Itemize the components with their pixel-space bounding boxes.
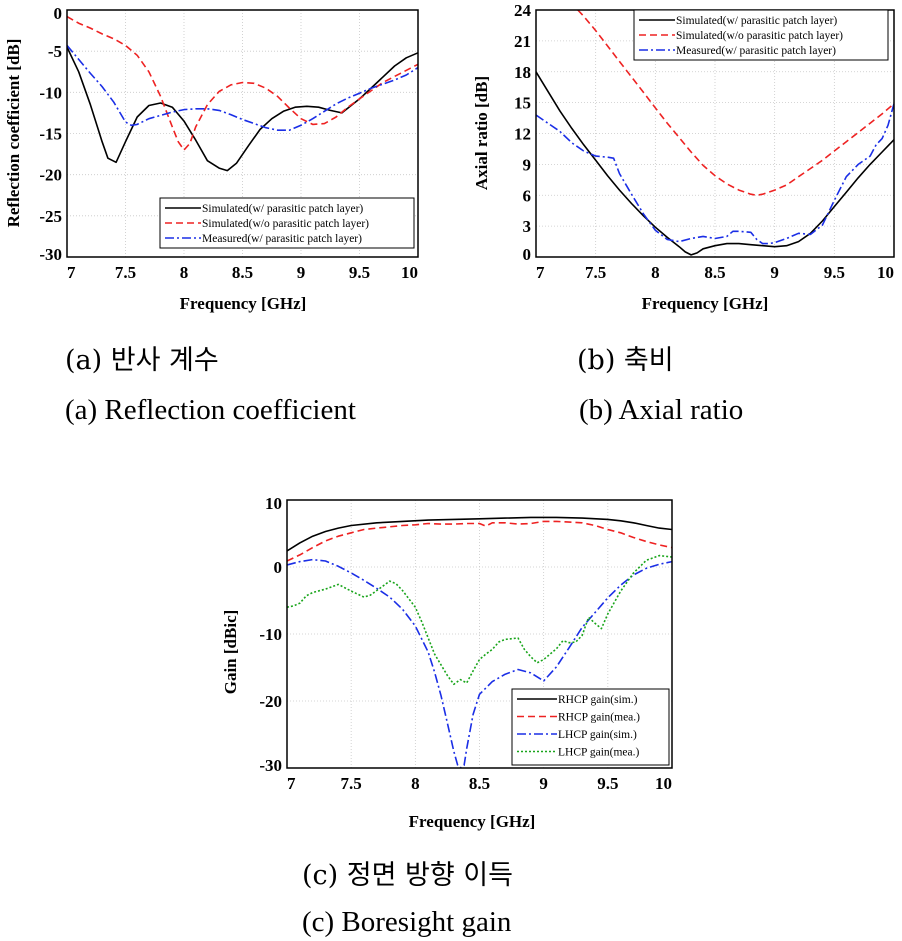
legend-box-a xyxy=(159,197,415,249)
caption-c-english: (c) Boresight gain xyxy=(302,906,512,938)
y-tick-label: -5 xyxy=(48,42,62,61)
panel-axial-ratio: 7 7.5 8 8.5 9 9.5 10 0 3 6 9 12 15 18 21 24 Frequency … xyxy=(472,1,895,313)
x-tick-label: 9 xyxy=(770,263,779,282)
y-tick-label: 0 xyxy=(523,245,532,264)
legend-label: Measured(w/ parasitic patch layer) xyxy=(202,233,362,245)
y-tick-label: 24 xyxy=(514,1,532,20)
y-tick-label: -15 xyxy=(39,125,62,144)
x-tick-label: 8.5 xyxy=(469,774,490,793)
x-tick-label: 8.5 xyxy=(704,263,725,282)
plot-frame-c xyxy=(286,499,673,769)
caption-b-korean: (b) 축비 xyxy=(577,345,674,376)
legend-a: Simulated(w/ parasitic patch layer) Simul… xyxy=(159,197,415,249)
y-tick-label: 0 xyxy=(54,4,63,23)
y-tick-label: 9 xyxy=(523,155,532,174)
x-tick-label: 10 xyxy=(655,774,672,793)
series-line-c-3 xyxy=(287,554,672,686)
series-line-a-1 xyxy=(67,15,418,151)
panel-boresight-gain: 7 7.5 8 8.5 9 9.5 10 10 0 -10 -20 -30 Frequency [G… xyxy=(221,494,673,831)
legend-box-b xyxy=(633,9,889,61)
x-tick-label: 7.5 xyxy=(585,263,606,282)
caption-a-english: (a) Reflection coefficient xyxy=(65,394,356,426)
x-tick-label: 7 xyxy=(287,774,296,793)
x-tick-label: 7.5 xyxy=(115,263,136,282)
legend-label: RHCP gain(mea.) xyxy=(558,712,640,724)
caption-b-english: (b) Axial ratio xyxy=(579,394,743,426)
y-tick-label: 10 xyxy=(265,494,282,513)
y-tick-label: -30 xyxy=(39,245,62,264)
legend-box-c xyxy=(511,688,670,766)
x-tick-label: 9 xyxy=(297,263,306,282)
series-line-b-1 xyxy=(577,10,894,197)
ylabel-b: Axial ratio [dB] xyxy=(472,76,491,190)
series-b xyxy=(536,10,894,256)
y-tick-label: 6 xyxy=(523,186,532,205)
legend-label: LHCP gain(sim.) xyxy=(558,729,637,741)
y-tick-label: 3 xyxy=(523,217,532,236)
series-line-c-1 xyxy=(287,520,672,562)
panel-reflection-coefficient: 7 7.5 8 8.5 9 9.5 10 0 -5 -10 -15 -20 -25 -30 Freque… xyxy=(4,4,419,313)
x-tick-label: 8 xyxy=(180,263,189,282)
y-tick-label: 15 xyxy=(514,94,531,113)
yticks-c: 10 0 -10 -20 -30 xyxy=(259,494,282,775)
y-tick-label: -30 xyxy=(259,756,282,775)
legend-c: RHCP gain(sim.) RHCP gain(mea.) LHCP gain(… xyxy=(511,688,670,766)
series-line-c-0 xyxy=(287,516,672,552)
xlabel-b: Frequency [GHz] xyxy=(642,294,769,313)
legend-label: LHCP gain(mea.) xyxy=(558,747,640,759)
legend-label: Simulated(w/o parasitic patch layer) xyxy=(202,218,369,230)
y-tick-label: 21 xyxy=(514,32,531,51)
y-tick-label: 0 xyxy=(274,558,283,577)
x-tick-label: 9.5 xyxy=(597,774,618,793)
ylabel-c: Gain [dBic] xyxy=(221,610,240,695)
xticks-a: 7 7.5 8 8.5 9 9.5 10 xyxy=(67,263,418,282)
caption-c-korean: (c) 정면 방향 이득 xyxy=(302,860,513,891)
series-line-b-2 xyxy=(536,103,894,245)
legend-label: Simulated(w/o parasitic patch layer) xyxy=(676,30,843,42)
xticks-c: 7 7.5 8 8.5 9 9.5 10 xyxy=(287,774,672,793)
y-tick-label: -25 xyxy=(39,207,62,226)
series-line-b-0 xyxy=(536,71,894,256)
series-line-a-2 xyxy=(67,44,418,131)
x-tick-label: 7.5 xyxy=(341,774,362,793)
y-tick-label: -10 xyxy=(259,625,282,644)
legend-b: Simulated(w/ parasitic patch layer) Simul… xyxy=(633,9,889,61)
x-tick-label: 8 xyxy=(651,263,660,282)
x-tick-label: 7 xyxy=(536,263,545,282)
legend-label: Simulated(w/ parasitic patch layer) xyxy=(202,203,363,215)
series-c xyxy=(287,516,672,768)
series-a xyxy=(67,15,418,172)
x-tick-label: 10 xyxy=(401,263,418,282)
x-tick-label: 7 xyxy=(67,263,76,282)
yticks-b: 0 3 6 9 12 15 18 21 24 xyxy=(514,1,532,264)
x-tick-label: 8.5 xyxy=(232,263,253,282)
plot-frame-a xyxy=(66,9,419,258)
x-tick-label: 10 xyxy=(877,263,894,282)
series-line-c-2 xyxy=(287,558,672,768)
x-tick-label: 9.5 xyxy=(824,263,845,282)
xlabel-c: Frequency [GHz] xyxy=(409,812,536,831)
x-tick-label: 8 xyxy=(411,774,420,793)
y-tick-label: -10 xyxy=(39,83,62,102)
xlabel-a: Frequency [GHz] xyxy=(180,294,307,313)
xticks-b: 7 7.5 8 8.5 9 9.5 10 xyxy=(536,263,894,282)
caption-a-korean: (a) 반사 계수 xyxy=(65,345,219,376)
yticks-a: 0 -5 -10 -15 -20 -25 -30 xyxy=(39,4,62,264)
legend-label: Simulated(w/ parasitic patch layer) xyxy=(676,15,837,27)
y-tick-label: -20 xyxy=(259,692,282,711)
ylabel-a: Reflection coefficient [dB] xyxy=(4,39,23,228)
y-tick-label: 12 xyxy=(514,125,531,144)
legend-label: RHCP gain(sim.) xyxy=(558,694,638,706)
x-tick-label: 9.5 xyxy=(349,263,370,282)
y-tick-label: -20 xyxy=(39,166,62,185)
x-tick-label: 9 xyxy=(539,774,548,793)
legend-label: Measured(w/ parasitic patch layer) xyxy=(676,45,836,57)
y-tick-label: 18 xyxy=(514,63,531,82)
